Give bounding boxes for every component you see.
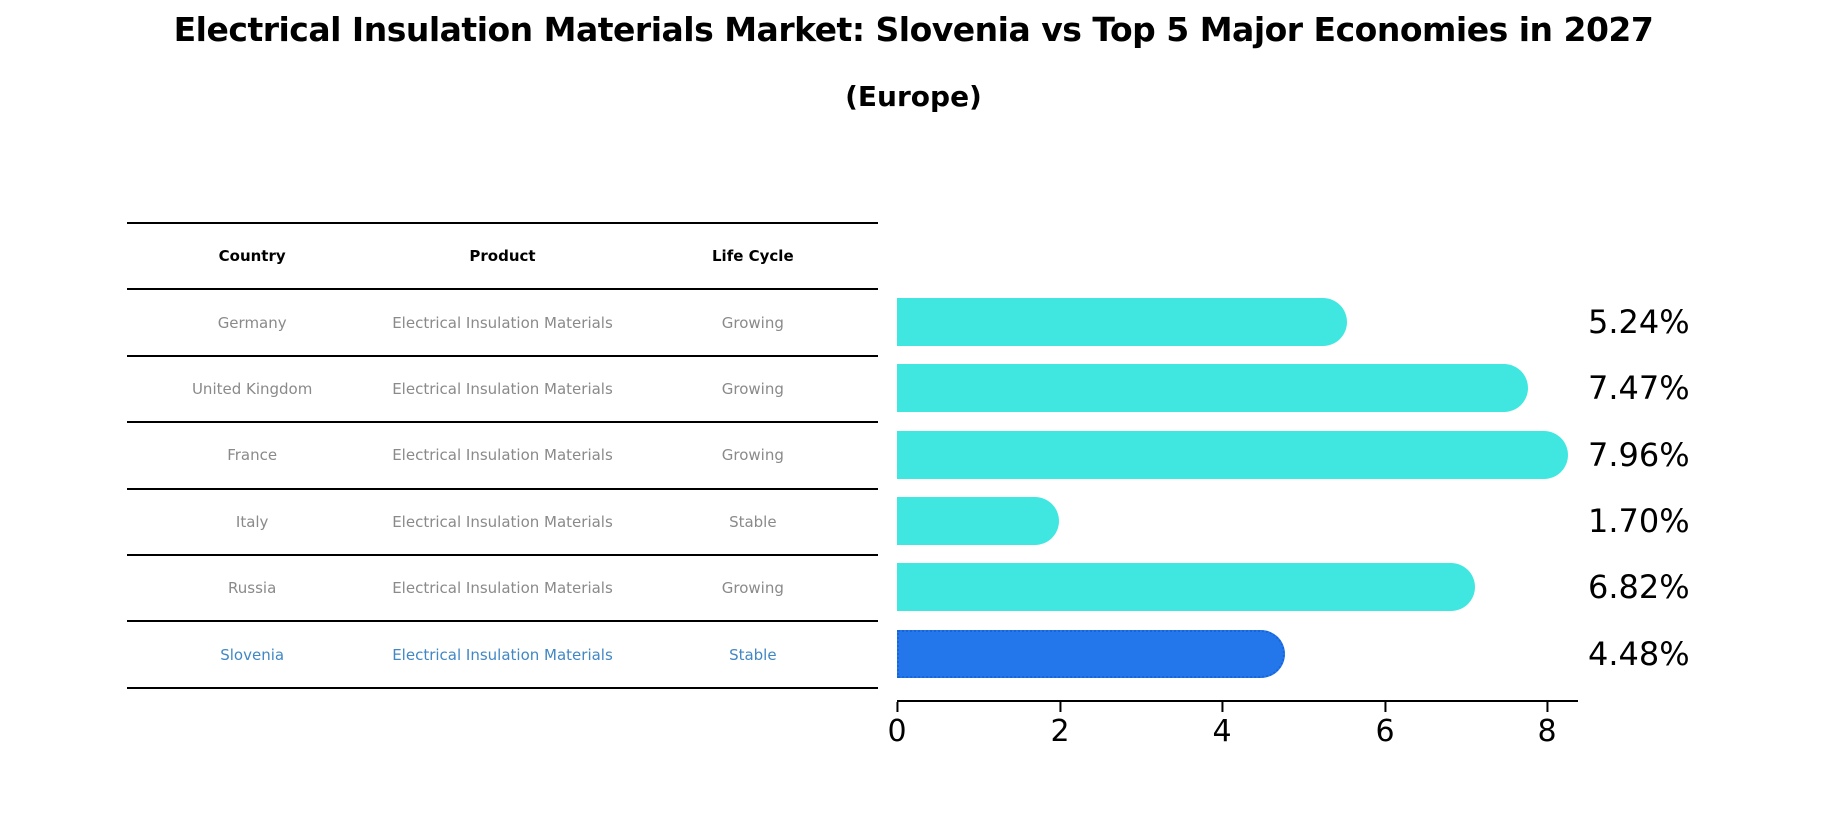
cell-country: Russia	[228, 579, 277, 598]
tick-mark	[896, 702, 898, 712]
cell-product: Electrical Insulation Materials	[392, 645, 613, 664]
x-axis-tick: 6	[1375, 702, 1395, 749]
bar-slovenia	[897, 630, 1285, 678]
x-axis-tick: 8	[1537, 702, 1557, 749]
cell-country: Slovenia	[220, 645, 285, 664]
tick-label: 6	[1375, 714, 1395, 749]
tick-label: 0	[887, 714, 907, 749]
x-axis-tick: 0	[887, 702, 907, 749]
x-axis-tick: 4	[1212, 702, 1232, 749]
tick-mark	[1059, 702, 1061, 712]
cell-country: France	[227, 446, 278, 465]
cell-life-cycle: Growing	[721, 313, 784, 332]
tick-label: 4	[1212, 714, 1232, 749]
cell-product: Electrical Insulation Materials	[392, 579, 613, 598]
tick-mark	[1546, 702, 1548, 712]
cell-country: Italy	[235, 512, 269, 531]
column-header-country: Country	[218, 247, 286, 266]
cell-life-cycle: Growing	[721, 379, 784, 398]
bar-italy	[897, 497, 1059, 545]
value-label: 4.48%	[1588, 635, 1690, 673]
x-axis-line	[897, 700, 1578, 702]
tick-label: 8	[1537, 714, 1557, 749]
table-row: United Kingdom Electrical Insulation Mat…	[127, 354, 878, 421]
cell-life-cycle: Growing	[721, 579, 784, 598]
tick-label: 2	[1050, 714, 1070, 749]
cell-country: Germany	[217, 313, 287, 332]
country-table: Country Product Life Cycle Germany Elect…	[127, 222, 878, 689]
table-row: Italy Electrical Insulation Materials St…	[127, 487, 878, 554]
table-row-slovenia: Slovenia Electrical Insulation Materials…	[127, 620, 878, 686]
bar-germany	[897, 298, 1347, 346]
cell-product: Electrical Insulation Materials	[392, 313, 613, 332]
bar-united-kingdom	[897, 364, 1528, 412]
column-header-life-cycle: Life Cycle	[712, 247, 794, 266]
column-header-product: Product	[469, 247, 536, 266]
bar-france	[897, 431, 1568, 479]
value-label: 1.70%	[1588, 502, 1690, 540]
table-row: Russia Electrical Insulation Materials G…	[127, 553, 878, 620]
cell-life-cycle: Growing	[721, 446, 784, 465]
bar-russia	[897, 563, 1475, 611]
cell-life-cycle: Stable	[729, 512, 777, 531]
table-row: Germany Electrical Insulation Materials …	[127, 288, 878, 354]
table-row: France Electrical Insulation Materials G…	[127, 421, 878, 487]
value-label: 5.24%	[1588, 303, 1690, 341]
cell-product: Electrical Insulation Materials	[392, 446, 613, 465]
cell-life-cycle: Stable	[729, 645, 777, 664]
value-label: 7.47%	[1588, 369, 1690, 407]
cell-product: Electrical Insulation Materials	[392, 379, 613, 398]
value-label: 6.82%	[1588, 568, 1690, 606]
page-subtitle: (Europe)	[845, 80, 982, 113]
tick-mark	[1221, 702, 1223, 712]
table-header-row: Country Product Life Cycle	[127, 222, 878, 288]
page-title: Electrical Insulation Materials Market: …	[173, 10, 1654, 49]
cell-country: United Kingdom	[191, 379, 313, 398]
tick-mark	[1384, 702, 1386, 712]
cell-product: Electrical Insulation Materials	[392, 512, 613, 531]
value-label: 7.96%	[1588, 436, 1690, 474]
x-axis-tick: 2	[1050, 702, 1070, 749]
